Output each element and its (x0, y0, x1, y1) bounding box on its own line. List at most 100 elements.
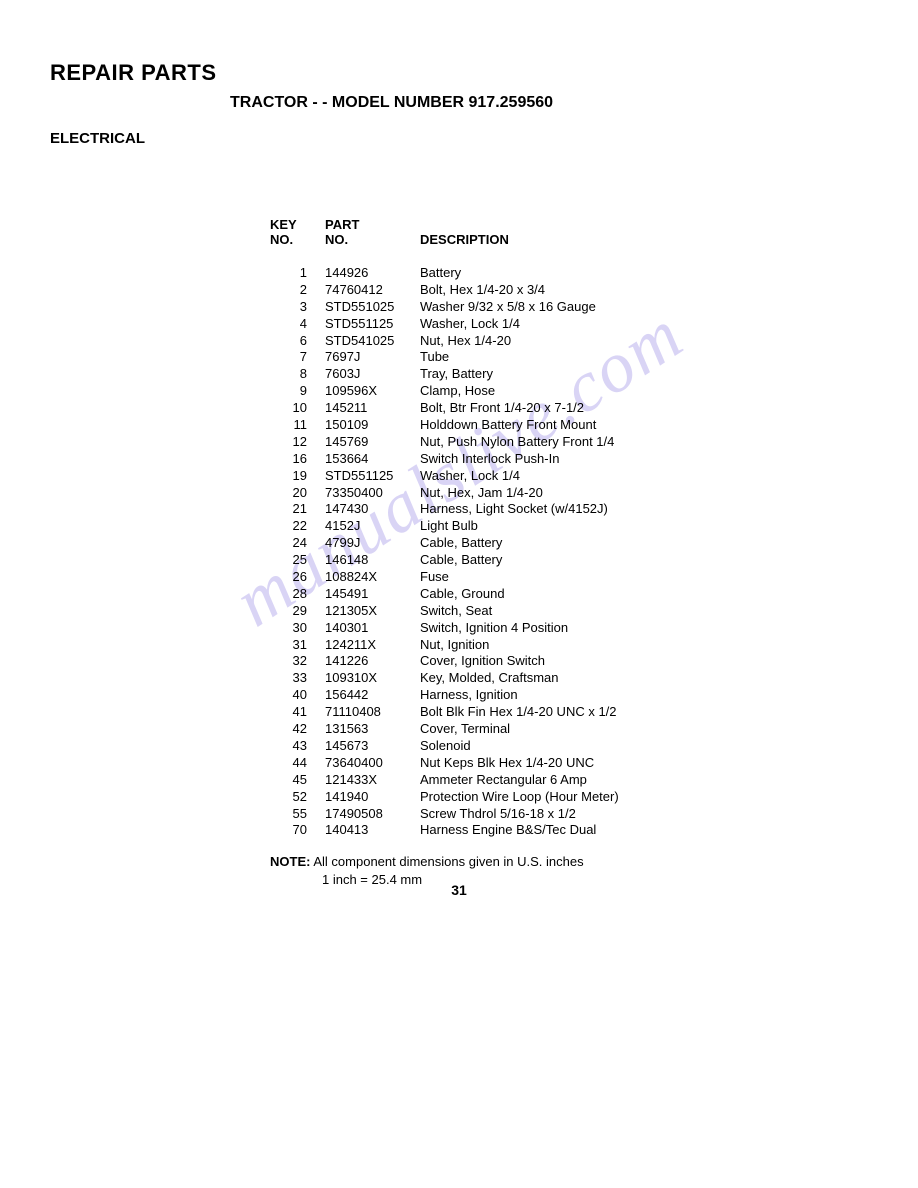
key-no-cell: 31 (270, 637, 325, 654)
table-row: 5517490508Screw Thdrol 5/16-18 x 1/2 (270, 806, 868, 823)
table-row: 2073350400Nut, Hex, Jam 1/4-20 (270, 485, 868, 502)
part-no-cell: 140413 (325, 822, 420, 839)
part-no-cell: 7697J (325, 349, 420, 366)
table-row: 40156442Harness, Ignition (270, 687, 868, 704)
model-subtitle: TRACTOR - - MODEL NUMBER 917.259560 (230, 94, 868, 112)
table-row: 42131563Cover, Terminal (270, 721, 868, 738)
description-cell: Clamp, Hose (420, 383, 868, 400)
key-no-cell: 11 (270, 417, 325, 434)
header-part-line1: PART (325, 217, 420, 232)
part-no-cell: 4152J (325, 518, 420, 535)
table-row: 16153664Switch Interlock Push-In (270, 451, 868, 468)
table-row: 1144926Battery (270, 265, 868, 282)
part-no-cell: 146148 (325, 552, 420, 569)
part-no-cell: 7603J (325, 366, 420, 383)
part-no-cell: STD551125 (325, 468, 420, 485)
table-row: 70140413Harness Engine B&S/Tec Dual (270, 822, 868, 839)
part-no-cell: 109596X (325, 383, 420, 400)
header-part-line2: NO. (325, 232, 420, 247)
description-cell: Fuse (420, 569, 868, 586)
table-row: 4STD551125Washer, Lock 1/4 (270, 316, 868, 333)
key-no-cell: 25 (270, 552, 325, 569)
key-no-cell: 24 (270, 535, 325, 552)
table-row: 10145211Bolt, Btr Front 1/4-20 x 7-1/2 (270, 400, 868, 417)
part-no-cell: 141940 (325, 789, 420, 806)
table-row: 52141940Protection Wire Loop (Hour Meter… (270, 789, 868, 806)
table-row: 4171110408Bolt Blk Fin Hex 1/4-20 UNC x … (270, 704, 868, 721)
key-no-cell: 55 (270, 806, 325, 823)
description-cell: Switch, Ignition 4 Position (420, 620, 868, 637)
description-cell: Bolt, Btr Front 1/4-20 x 7-1/2 (420, 400, 868, 417)
description-cell: Nut Keps Blk Hex 1/4-20 UNC (420, 755, 868, 772)
part-no-cell: STD551025 (325, 299, 420, 316)
key-no-cell: 29 (270, 603, 325, 620)
key-no-cell: 52 (270, 789, 325, 806)
key-no-cell: 8 (270, 366, 325, 383)
key-no-cell: 4 (270, 316, 325, 333)
part-no-cell: 153664 (325, 451, 420, 468)
part-no-cell: 121305X (325, 603, 420, 620)
table-row: 43145673Solenoid (270, 738, 868, 755)
key-no-cell: 6 (270, 333, 325, 350)
description-cell: Switch Interlock Push-In (420, 451, 868, 468)
description-cell: Nut, Hex 1/4-20 (420, 333, 868, 350)
key-no-cell: 42 (270, 721, 325, 738)
description-cell: Washer 9/32 x 5/8 x 16 Gauge (420, 299, 868, 316)
key-no-cell: 21 (270, 501, 325, 518)
note-label: NOTE: (270, 854, 310, 869)
part-no-cell: 17490508 (325, 806, 420, 823)
key-no-cell: 30 (270, 620, 325, 637)
part-no-cell: 121433X (325, 772, 420, 789)
key-no-cell: 3 (270, 299, 325, 316)
key-no-cell: 32 (270, 653, 325, 670)
description-cell: Solenoid (420, 738, 868, 755)
header-key: KEY NO. (270, 217, 325, 247)
part-no-cell: 150109 (325, 417, 420, 434)
header-part: PART NO. (325, 217, 420, 247)
parts-table-body: 1144926Battery274760412Bolt, Hex 1/4-20 … (270, 265, 868, 839)
part-no-cell: 71110408 (325, 704, 420, 721)
header-desc-label: DESCRIPTION (420, 232, 868, 247)
part-no-cell: 145769 (325, 434, 420, 451)
table-row: 224152JLight Bulb (270, 518, 868, 535)
key-no-cell: 28 (270, 586, 325, 603)
key-no-cell: 45 (270, 772, 325, 789)
key-no-cell: 2 (270, 282, 325, 299)
description-cell: Nut, Ignition (420, 637, 868, 654)
table-row: 21147430Harness, Light Socket (w/4152J) (270, 501, 868, 518)
description-cell: Battery (420, 265, 868, 282)
part-no-cell: 147430 (325, 501, 420, 518)
part-no-cell: 145211 (325, 400, 420, 417)
note-section: NOTE: All component dimensions given in … (270, 853, 868, 888)
key-no-cell: 40 (270, 687, 325, 704)
part-no-cell: 124211X (325, 637, 420, 654)
main-title: REPAIR PARTS (50, 60, 868, 86)
description-cell: Washer, Lock 1/4 (420, 316, 868, 333)
key-no-cell: 1 (270, 265, 325, 282)
description-cell: Cable, Battery (420, 552, 868, 569)
description-cell: Light Bulb (420, 518, 868, 535)
table-row: 4473640400Nut Keps Blk Hex 1/4-20 UNC (270, 755, 868, 772)
part-no-cell: 131563 (325, 721, 420, 738)
description-cell: Harness, Ignition (420, 687, 868, 704)
key-no-cell: 43 (270, 738, 325, 755)
key-no-cell: 16 (270, 451, 325, 468)
table-row: 11150109Holddown Battery Front Mount (270, 417, 868, 434)
key-no-cell: 70 (270, 822, 325, 839)
part-no-cell: 73640400 (325, 755, 420, 772)
table-row: 19STD551125Washer, Lock 1/4 (270, 468, 868, 485)
part-no-cell: 141226 (325, 653, 420, 670)
note-line2: 1 inch = 25.4 mm (322, 871, 868, 889)
description-cell: Harness, Light Socket (w/4152J) (420, 501, 868, 518)
description-cell: Nut, Hex, Jam 1/4-20 (420, 485, 868, 502)
key-no-cell: 10 (270, 400, 325, 417)
part-no-cell: 73350400 (325, 485, 420, 502)
parts-table-container: KEY NO. PART NO. DESCRIPTION 1144926Batt… (270, 217, 868, 888)
description-cell: Bolt Blk Fin Hex 1/4-20 UNC x 1/2 (420, 704, 868, 721)
part-no-cell: STD551125 (325, 316, 420, 333)
description-cell: Holddown Battery Front Mount (420, 417, 868, 434)
key-no-cell: 26 (270, 569, 325, 586)
table-row: 3STD551025Washer 9/32 x 5/8 x 16 Gauge (270, 299, 868, 316)
table-header-row: KEY NO. PART NO. DESCRIPTION (270, 217, 868, 247)
key-no-cell: 44 (270, 755, 325, 772)
